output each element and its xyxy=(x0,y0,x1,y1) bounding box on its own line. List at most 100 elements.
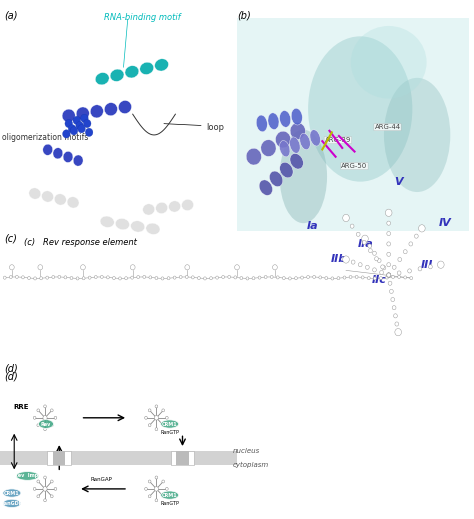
Ellipse shape xyxy=(169,201,181,212)
Circle shape xyxy=(179,276,182,279)
Circle shape xyxy=(331,277,334,280)
Text: IIc: IIc xyxy=(372,275,387,285)
Circle shape xyxy=(387,211,391,215)
Ellipse shape xyxy=(140,62,154,75)
Ellipse shape xyxy=(290,122,305,140)
Circle shape xyxy=(396,330,400,334)
Ellipse shape xyxy=(90,105,103,118)
Circle shape xyxy=(143,276,146,279)
Circle shape xyxy=(107,276,109,279)
Circle shape xyxy=(58,276,61,279)
Circle shape xyxy=(419,225,425,232)
Circle shape xyxy=(52,276,55,279)
Circle shape xyxy=(63,130,70,138)
Ellipse shape xyxy=(269,171,283,187)
Ellipse shape xyxy=(259,180,273,195)
Circle shape xyxy=(289,277,292,280)
Circle shape xyxy=(50,495,53,498)
Circle shape xyxy=(46,276,49,279)
Ellipse shape xyxy=(118,101,131,114)
Circle shape xyxy=(414,234,418,238)
Circle shape xyxy=(398,257,401,262)
Circle shape xyxy=(38,265,43,270)
Circle shape xyxy=(155,428,158,431)
Circle shape xyxy=(387,273,391,277)
Circle shape xyxy=(130,265,135,270)
Ellipse shape xyxy=(38,419,54,429)
Circle shape xyxy=(373,268,376,272)
Circle shape xyxy=(94,276,97,279)
Circle shape xyxy=(387,273,391,277)
Text: Rev  Impβ: Rev Impβ xyxy=(14,473,41,479)
Ellipse shape xyxy=(300,133,310,149)
Circle shape xyxy=(155,277,158,280)
Ellipse shape xyxy=(63,152,73,162)
Circle shape xyxy=(395,322,399,326)
Circle shape xyxy=(64,276,67,279)
Circle shape xyxy=(148,409,151,412)
Circle shape xyxy=(374,257,378,261)
Text: ARG-39: ARG-39 xyxy=(325,137,351,143)
Ellipse shape xyxy=(55,194,66,205)
Ellipse shape xyxy=(76,107,89,120)
Circle shape xyxy=(3,276,6,279)
Text: RanGDP: RanGDP xyxy=(1,501,23,506)
Ellipse shape xyxy=(182,199,193,211)
Circle shape xyxy=(387,221,391,225)
Ellipse shape xyxy=(131,221,145,232)
Ellipse shape xyxy=(351,26,427,99)
Circle shape xyxy=(50,424,53,427)
Circle shape xyxy=(283,277,285,280)
Text: oligomerization motifs: oligomerization motifs xyxy=(2,133,89,142)
Circle shape xyxy=(373,251,376,255)
Ellipse shape xyxy=(125,66,139,78)
Circle shape xyxy=(137,276,140,279)
Text: cytoplasm: cytoplasm xyxy=(232,462,268,468)
Circle shape xyxy=(380,270,383,275)
Circle shape xyxy=(37,480,40,483)
Circle shape xyxy=(337,277,340,280)
Circle shape xyxy=(155,476,158,479)
Ellipse shape xyxy=(95,73,109,85)
Text: RNA-binding motif: RNA-binding motif xyxy=(104,13,181,22)
Circle shape xyxy=(100,276,103,279)
Ellipse shape xyxy=(280,162,293,178)
Circle shape xyxy=(343,214,349,222)
Ellipse shape xyxy=(100,216,114,227)
Circle shape xyxy=(203,277,206,280)
Bar xyxy=(53,451,65,465)
Circle shape xyxy=(50,409,53,412)
Circle shape xyxy=(387,263,391,267)
Text: ARG-44: ARG-44 xyxy=(374,124,401,130)
Circle shape xyxy=(83,119,91,128)
Circle shape xyxy=(65,119,73,128)
Circle shape xyxy=(351,260,355,264)
Circle shape xyxy=(397,271,401,275)
Ellipse shape xyxy=(143,204,155,215)
Ellipse shape xyxy=(110,69,124,81)
Bar xyxy=(237,18,469,231)
Circle shape xyxy=(438,261,444,268)
Circle shape xyxy=(374,277,376,280)
Circle shape xyxy=(34,277,36,280)
Text: IV: IV xyxy=(439,218,452,228)
Ellipse shape xyxy=(155,202,168,214)
Circle shape xyxy=(148,480,151,483)
Circle shape xyxy=(240,277,243,280)
Circle shape xyxy=(382,266,386,270)
Ellipse shape xyxy=(16,471,39,481)
Ellipse shape xyxy=(73,155,83,166)
Ellipse shape xyxy=(104,103,118,116)
Circle shape xyxy=(37,409,40,412)
Circle shape xyxy=(258,276,261,279)
Circle shape xyxy=(377,258,381,263)
Circle shape xyxy=(162,424,164,427)
Ellipse shape xyxy=(43,144,53,155)
Circle shape xyxy=(393,314,397,318)
Circle shape xyxy=(264,276,267,279)
Circle shape xyxy=(387,273,391,277)
Circle shape xyxy=(246,277,249,280)
Circle shape xyxy=(387,231,391,236)
Circle shape xyxy=(294,277,297,280)
Circle shape xyxy=(380,277,383,280)
